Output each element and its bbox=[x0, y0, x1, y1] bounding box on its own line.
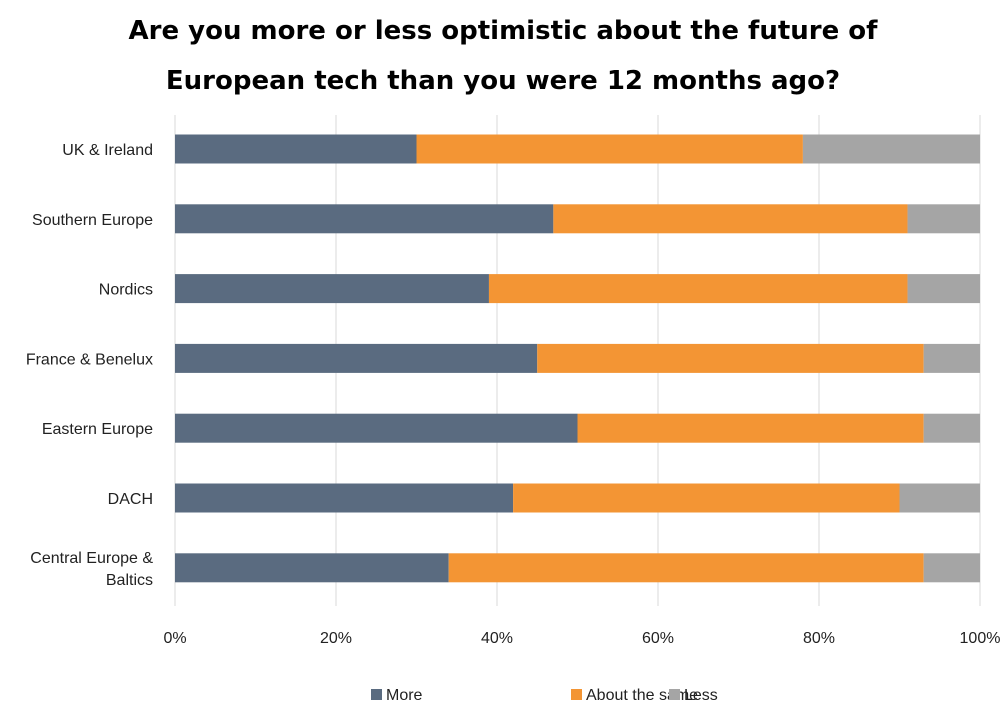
bar-segment bbox=[175, 413, 578, 443]
bar-segment bbox=[175, 483, 514, 513]
bar-segment bbox=[537, 343, 924, 373]
category-label: Central Europe & Baltics bbox=[30, 550, 153, 589]
bar-segment bbox=[907, 204, 980, 234]
legend-swatch bbox=[669, 689, 680, 700]
category-label: UK & Ireland bbox=[62, 142, 153, 159]
legend-item: More bbox=[371, 687, 423, 704]
x-tick-label: 80% bbox=[803, 630, 835, 647]
bar-segment bbox=[175, 553, 449, 583]
bar-segment bbox=[907, 274, 980, 304]
legend-item: Less bbox=[669, 687, 718, 704]
bars bbox=[175, 134, 980, 583]
x-tick-label: 60% bbox=[642, 630, 674, 647]
category-label: Eastern Europe bbox=[42, 421, 153, 438]
bar-segment bbox=[416, 134, 803, 164]
legend-label: Less bbox=[684, 687, 718, 704]
bar-segment bbox=[577, 413, 924, 443]
chart-title-line-1: Are you more or less optimistic about th… bbox=[128, 16, 878, 46]
bar-segment bbox=[175, 134, 417, 164]
category-label: Nordics bbox=[99, 282, 153, 299]
x-tick-label: 100% bbox=[960, 630, 1001, 647]
bar-segment bbox=[923, 553, 980, 583]
bar-segment bbox=[553, 204, 908, 234]
x-tick-label: 40% bbox=[481, 630, 513, 647]
bar-segment bbox=[923, 413, 980, 443]
bar-segment bbox=[175, 204, 554, 234]
legend-swatch bbox=[571, 689, 582, 700]
category-label: France & Benelux bbox=[26, 351, 153, 368]
x-tick-label: 20% bbox=[320, 630, 352, 647]
category-label: Southern Europe bbox=[32, 212, 153, 229]
bar-segment bbox=[175, 274, 489, 304]
bar-segment bbox=[175, 343, 538, 373]
bar-segment bbox=[923, 343, 980, 373]
x-tick-labels: 0% 20% 40% 60% 80% 100% bbox=[163, 630, 1000, 647]
chart-title: Are you more or less optimistic about th… bbox=[0, 6, 1006, 106]
bar-segment bbox=[448, 553, 924, 583]
x-tick-label: 0% bbox=[163, 630, 186, 647]
category-label: DACH bbox=[108, 491, 153, 508]
legend-swatch bbox=[371, 689, 382, 700]
legend-label: About the same bbox=[586, 687, 698, 704]
bar-segment bbox=[802, 134, 980, 164]
legend-label: More bbox=[386, 687, 423, 704]
bar-segment bbox=[899, 483, 980, 513]
category-labels: UK & Ireland Southern Europe Nordics France… bbox=[26, 142, 154, 589]
bar-segment bbox=[488, 274, 908, 304]
bar-segment bbox=[513, 483, 900, 513]
chart-title-line-2: European tech than you were 12 months ag… bbox=[165, 66, 841, 96]
